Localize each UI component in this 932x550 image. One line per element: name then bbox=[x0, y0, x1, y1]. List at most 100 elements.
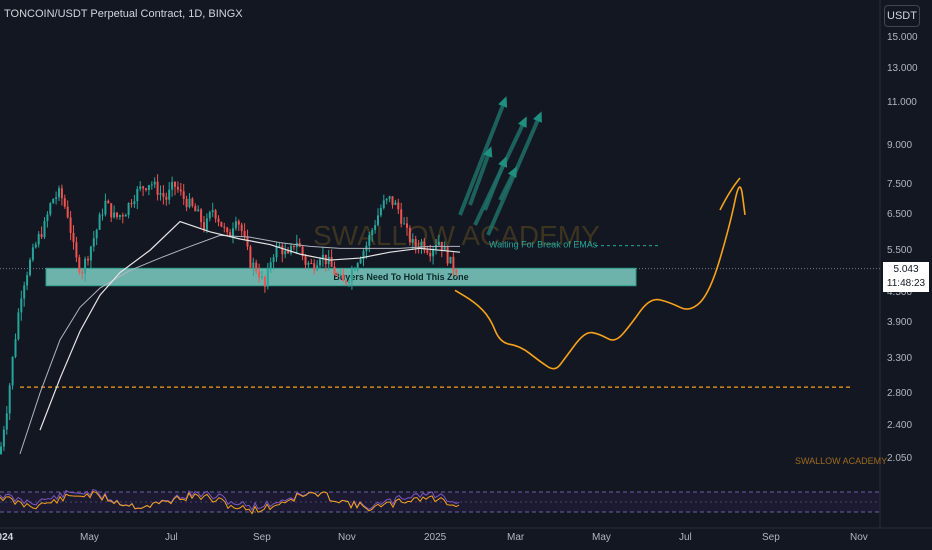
candle-body bbox=[449, 256, 452, 264]
candle-body bbox=[336, 274, 339, 276]
candle-body bbox=[127, 203, 130, 215]
candle-body bbox=[269, 262, 272, 269]
candle-body bbox=[72, 232, 75, 243]
candle-body bbox=[414, 239, 417, 247]
last-price: 5.043 bbox=[893, 264, 919, 275]
price-tick: 11.000 bbox=[887, 97, 917, 108]
candle-body bbox=[217, 218, 220, 222]
candle-body bbox=[385, 198, 388, 201]
candle-body bbox=[87, 258, 89, 261]
price-tick: 15.000 bbox=[887, 32, 918, 43]
bullish-arrow-shaft bbox=[483, 159, 507, 211]
candle-body bbox=[185, 198, 188, 208]
candle-body bbox=[176, 186, 179, 190]
candle-body bbox=[182, 191, 185, 199]
candle-body bbox=[281, 245, 284, 255]
candle-body bbox=[37, 234, 40, 245]
candle-body bbox=[211, 210, 214, 213]
watermark-text: SWALLOW ACADEMY bbox=[313, 220, 600, 251]
candle-body bbox=[316, 265, 319, 271]
price-tick: 2.400 bbox=[887, 420, 913, 431]
candle-body bbox=[350, 270, 353, 282]
candle-body bbox=[321, 254, 324, 260]
price-tick: 3.300 bbox=[887, 353, 913, 364]
bullish-arrow-head bbox=[498, 156, 508, 168]
candle-body bbox=[110, 203, 113, 218]
candle-body bbox=[333, 266, 336, 275]
price-tick: 6.500 bbox=[887, 209, 913, 220]
candle-body bbox=[455, 270, 458, 273]
candle-body bbox=[75, 242, 78, 258]
candle-body bbox=[356, 263, 359, 270]
candle-body bbox=[327, 256, 330, 265]
candle-body bbox=[136, 188, 139, 202]
candle-body bbox=[310, 262, 313, 264]
time-tick: 2025 bbox=[424, 532, 447, 543]
candle-body bbox=[261, 276, 263, 278]
candle-body bbox=[188, 198, 191, 208]
candle-body bbox=[371, 229, 374, 236]
candle-body bbox=[368, 235, 371, 246]
candle-body bbox=[426, 250, 429, 253]
candle-body bbox=[446, 246, 449, 264]
candle-body bbox=[17, 312, 20, 340]
candle-body bbox=[408, 227, 411, 243]
candle-body bbox=[52, 198, 55, 204]
candle-body bbox=[240, 224, 243, 232]
candle-body bbox=[191, 198, 194, 206]
projection-path bbox=[454, 186, 746, 370]
candle-body bbox=[121, 215, 124, 217]
price-tick: 4.500 bbox=[887, 287, 913, 298]
candle-body bbox=[391, 196, 394, 205]
candle-body bbox=[397, 202, 400, 210]
time-tick: May bbox=[80, 532, 99, 543]
candle-body bbox=[101, 214, 104, 216]
candle-body bbox=[443, 246, 446, 251]
candle-body bbox=[29, 259, 31, 276]
time-tick: Sep bbox=[253, 532, 271, 543]
candle-body bbox=[246, 236, 249, 247]
candle-body bbox=[406, 223, 408, 228]
candle-body bbox=[243, 231, 246, 237]
candle-body bbox=[203, 222, 205, 230]
candle-body bbox=[258, 271, 261, 278]
candle-body bbox=[403, 223, 406, 225]
candle-body bbox=[60, 188, 63, 199]
candle-body bbox=[133, 201, 136, 205]
candle-body bbox=[58, 188, 60, 198]
candle-body bbox=[0, 446, 2, 454]
candle-body bbox=[40, 234, 43, 238]
candle-body bbox=[107, 200, 110, 204]
candle-body bbox=[78, 257, 81, 272]
candle-body bbox=[179, 189, 182, 192]
time-tick: Sep bbox=[762, 532, 780, 543]
candle-body bbox=[307, 262, 310, 265]
candle-body bbox=[147, 185, 150, 190]
rsi-ma-line bbox=[0, 491, 460, 515]
candle-body bbox=[66, 206, 69, 218]
candle-body bbox=[124, 214, 127, 217]
candle-body bbox=[301, 246, 304, 257]
candle-body bbox=[362, 251, 365, 260]
candle-body bbox=[214, 210, 217, 219]
footer-watermark: SWALLOW ACADEMY bbox=[795, 456, 887, 466]
candle-body bbox=[432, 249, 435, 257]
currency-button[interactable]: USDT bbox=[884, 5, 920, 27]
rsi-line bbox=[0, 489, 460, 511]
candle-body bbox=[263, 276, 266, 287]
candle-body bbox=[379, 207, 382, 216]
candle-body bbox=[255, 262, 258, 272]
chart-title: TONCOIN/USDT Perpetual Contract, 1D, BIN… bbox=[4, 8, 243, 20]
candle-body bbox=[411, 239, 414, 243]
time-tick: Jul bbox=[679, 532, 692, 543]
bullish-arrow-head bbox=[533, 111, 542, 123]
last-price-badge: 5.043 11:48:23 bbox=[883, 262, 929, 292]
candle-body bbox=[429, 252, 432, 257]
candle-body bbox=[290, 245, 292, 254]
candle-body bbox=[220, 221, 223, 227]
candle-body bbox=[8, 385, 11, 414]
candle-body bbox=[382, 200, 385, 208]
candle-body bbox=[232, 228, 234, 236]
candle-body bbox=[229, 232, 232, 236]
